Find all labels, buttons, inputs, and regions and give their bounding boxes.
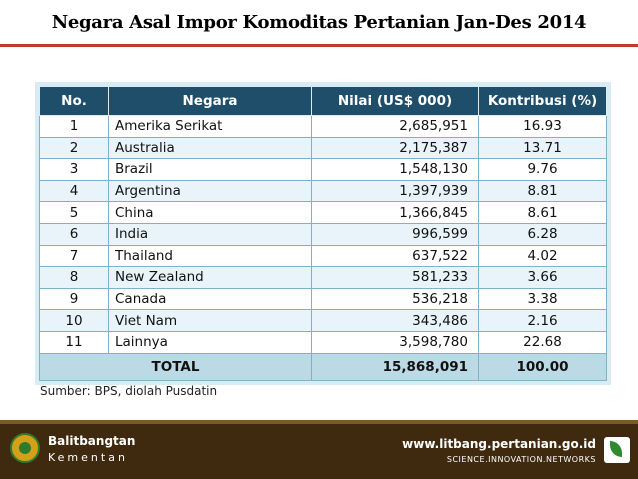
cell-kontribusi: 6.28 <box>478 222 607 246</box>
cell-nilai: 1,548,130 <box>311 158 479 181</box>
cell-nilai: 637,522 <box>311 244 479 268</box>
cell-negara: Viet Nam <box>108 309 312 332</box>
total-label: TOTAL <box>39 352 312 381</box>
cell-kontribusi: 3.66 <box>478 266 607 289</box>
cell-negara: Australia <box>108 136 312 160</box>
cell-kontribusi: 4.02 <box>478 244 607 268</box>
import-table: No. Negara Nilai (US$ 000) Kontribusi (%… <box>39 86 607 381</box>
table-row: 9 Canada 536,218 3.38 <box>39 287 607 311</box>
cell-kontribusi: 9.76 <box>478 158 607 181</box>
cell-no: 11 <box>39 330 109 354</box>
footer-brand-name: Balitbangtan <box>48 434 136 448</box>
cell-nilai: 2,685,951 <box>311 115 479 138</box>
cell-kontribusi: 16.93 <box>478 115 607 138</box>
cell-negara: Canada <box>108 287 312 311</box>
table-row: 6 India 996,599 6.28 <box>39 222 607 246</box>
footer-bar <box>0 420 638 479</box>
cell-no: 3 <box>39 158 109 181</box>
cell-negara: India <box>108 222 312 246</box>
cell-no: 10 <box>39 309 109 332</box>
cell-no: 5 <box>39 201 109 224</box>
title-divider <box>0 44 638 47</box>
footer-brand-sub: Kementan <box>48 451 128 464</box>
cell-no: 1 <box>39 115 109 138</box>
kementan-leaf-icon <box>604 437 630 463</box>
header-kontribusi: Kontribusi (%) <box>478 86 607 116</box>
cell-negara: New Zealand <box>108 266 312 289</box>
table-row: 1 Amerika Serikat 2,685,951 16.93 <box>39 115 607 138</box>
header-no: No. <box>39 86 109 116</box>
cell-nilai: 343,486 <box>311 309 479 332</box>
balitbangtan-logo-icon <box>10 433 40 463</box>
cell-nilai: 2,175,387 <box>311 136 479 160</box>
cell-no: 8 <box>39 266 109 289</box>
source-note: Sumber: BPS, diolah Pusdatin <box>40 384 218 398</box>
table-row: 3 Brazil 1,548,130 9.76 <box>39 158 607 181</box>
cell-no: 9 <box>39 287 109 311</box>
header-negara: Negara <box>108 86 312 116</box>
cell-kontribusi: 8.81 <box>478 179 607 203</box>
cell-negara: Lainnya <box>108 330 312 354</box>
table-row: 2 Australia 2,175,387 13.71 <box>39 136 607 160</box>
cell-no: 2 <box>39 136 109 160</box>
cell-kontribusi: 13.71 <box>478 136 607 160</box>
cell-kontribusi: 3.38 <box>478 287 607 311</box>
cell-negara: Brazil <box>108 158 312 181</box>
footer-url-link[interactable]: www.litbang.pertanian.go.id <box>402 437 596 451</box>
table-row: 7 Thailand 637,522 4.02 <box>39 244 607 268</box>
cell-negara: Amerika Serikat <box>108 115 312 138</box>
cell-no: 4 <box>39 179 109 203</box>
cell-nilai: 536,218 <box>311 287 479 311</box>
cell-nilai: 3,598,780 <box>311 330 479 354</box>
cell-nilai: 581,233 <box>311 266 479 289</box>
total-kontribusi: 100.00 <box>478 352 607 381</box>
table-row: 5 China 1,366,845 8.61 <box>39 201 607 224</box>
table-row: 10 Viet Nam 343,486 2.16 <box>39 309 607 332</box>
cell-negara: Thailand <box>108 244 312 268</box>
cell-negara: Argentina <box>108 179 312 203</box>
import-table-container: No. Negara Nilai (US$ 000) Kontribusi (%… <box>35 82 611 385</box>
header-nilai: Nilai (US$ 000) <box>311 86 479 116</box>
cell-kontribusi: 8.61 <box>478 201 607 224</box>
cell-no: 6 <box>39 222 109 246</box>
table-row: 4 Argentina 1,397,939 8.81 <box>39 179 607 203</box>
cell-nilai: 1,366,845 <box>311 201 479 224</box>
cell-kontribusi: 2.16 <box>478 309 607 332</box>
footer-stripe <box>0 420 638 424</box>
cell-nilai: 996,599 <box>311 222 479 246</box>
cell-nilai: 1,397,939 <box>311 179 479 203</box>
table-total-row: TOTAL 15,868,091 100.00 <box>39 352 607 381</box>
cell-no: 7 <box>39 244 109 268</box>
footer-tagline: SCIENCE.INNOVATION.NETWORKS <box>446 455 596 464</box>
table-row: 8 New Zealand 581,233 3.66 <box>39 266 607 289</box>
table-header-row: No. Negara Nilai (US$ 000) Kontribusi (%… <box>39 86 607 116</box>
total-nilai: 15,868,091 <box>311 352 479 381</box>
table-row: 11 Lainnya 3,598,780 22.68 <box>39 330 607 354</box>
cell-negara: China <box>108 201 312 224</box>
cell-kontribusi: 22.68 <box>478 330 607 354</box>
page-title: Negara Asal Impor Komoditas Pertanian Ja… <box>51 12 587 33</box>
